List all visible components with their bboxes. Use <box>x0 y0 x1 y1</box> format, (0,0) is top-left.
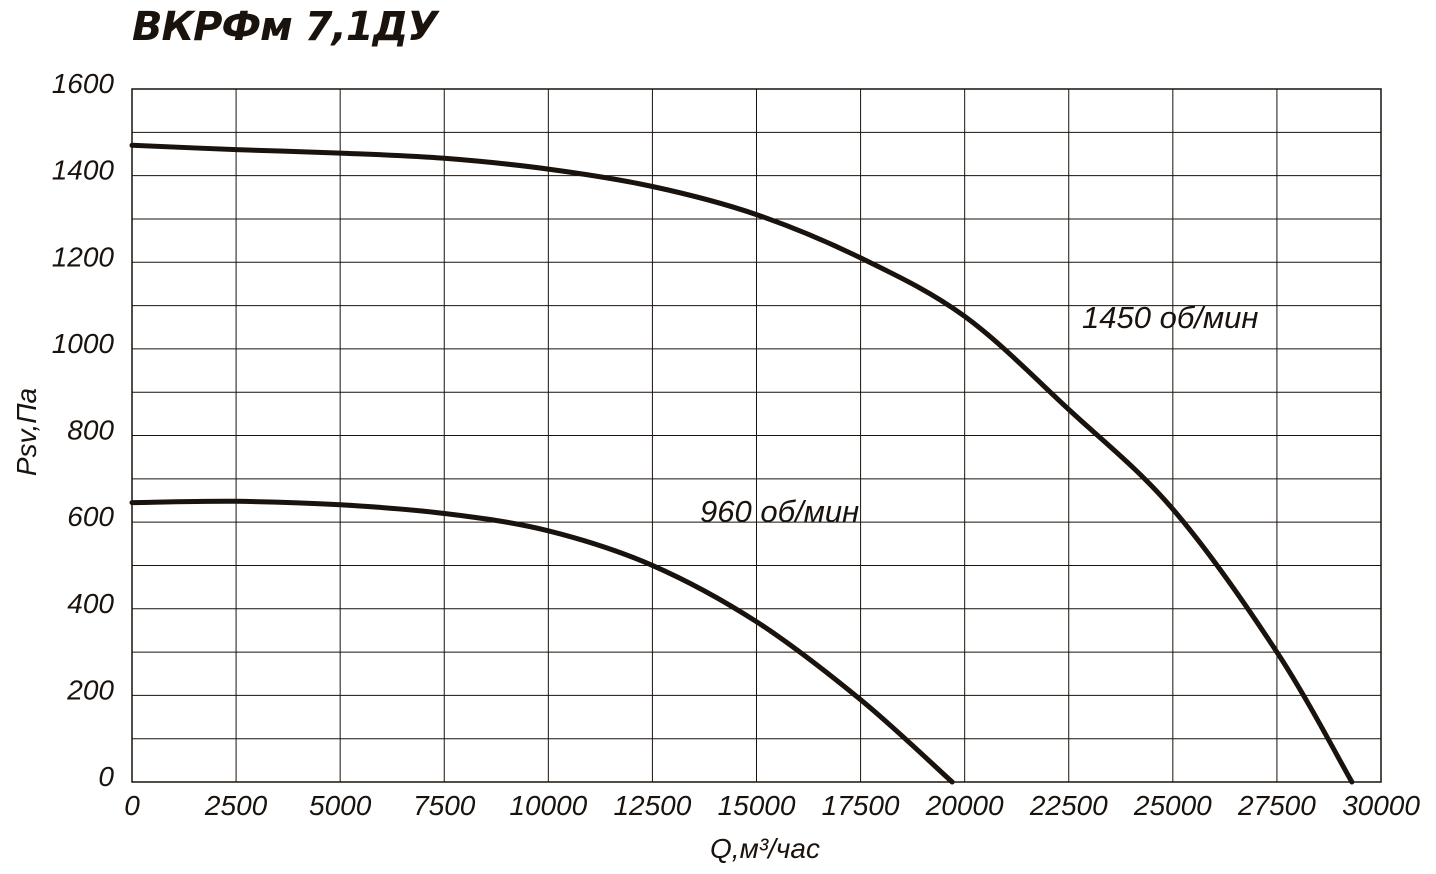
x-axis-ticks: 0 2500 5000 7500 10000 12500 15000 17500 20000 22… <box>124 790 1420 821</box>
x-tick-label: 20000 <box>925 790 1004 821</box>
y-tick-label: 1200 <box>52 241 115 272</box>
y-axis-title: Psv,Па <box>11 388 42 476</box>
y-tick-label: 600 <box>67 501 114 532</box>
curve-labels: 1450 об/мин 960 об/мин <box>700 300 1258 529</box>
chart-title: ВКРФм 7,1ДУ <box>132 4 438 50</box>
grid <box>131 88 1382 783</box>
x-tick-label: 2500 <box>204 790 268 821</box>
curve-0 <box>129 142 1355 785</box>
x-tick-label: 25000 <box>1133 790 1212 821</box>
x-tick-label: 22500 <box>1029 790 1108 821</box>
y-tick-label: 400 <box>67 588 114 619</box>
y-tick-label: 1600 <box>52 68 115 99</box>
x-tick-label: 15000 <box>718 790 796 821</box>
curves <box>129 142 1355 785</box>
y-tick-label: 200 <box>66 674 114 705</box>
plot-frame <box>131 88 1382 783</box>
x-tick-label: 7500 <box>413 790 476 821</box>
curve-label-1: 960 об/мин <box>700 494 859 529</box>
x-tick-label: 10000 <box>509 790 587 821</box>
y-tick-label: 1400 <box>52 155 115 186</box>
x-tick-label: 17500 <box>822 790 900 821</box>
x-tick-label: 5000 <box>309 790 372 821</box>
x-tick-label: 30000 <box>1342 790 1420 821</box>
plot-border <box>131 88 1382 783</box>
y-axis-ticks: 0 200 400 600 800 1000 1200 1400 1600 <box>52 68 115 792</box>
y-tick-label: 1000 <box>52 328 115 359</box>
x-tick-label: 27500 <box>1237 790 1316 821</box>
y-tick-label: 800 <box>67 415 114 446</box>
x-tick-label: 0 <box>124 790 140 821</box>
y-tick-label: 0 <box>98 761 114 792</box>
x-tick-label: 12500 <box>613 790 691 821</box>
curve-1 <box>129 498 955 785</box>
x-axis-title: Q,м³/час <box>710 833 820 864</box>
curve-label-0: 1450 об/мин <box>1082 300 1258 335</box>
